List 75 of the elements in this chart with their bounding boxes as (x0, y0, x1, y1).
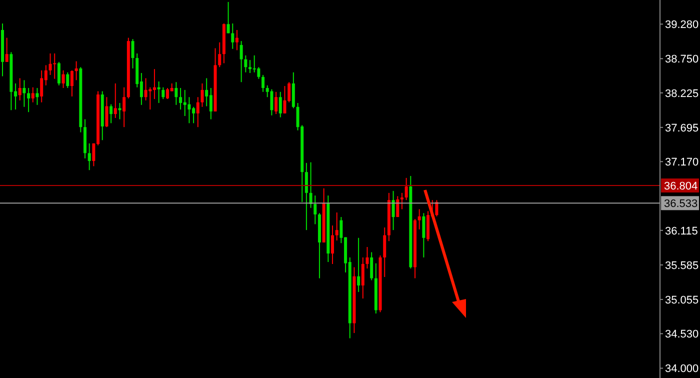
candlestick (188, 96, 191, 124)
y-tick-label: 35.585 (665, 260, 699, 272)
candlestick (400, 192, 404, 210)
y-tick-label: 34.530 (665, 328, 699, 341)
candlestick (274, 91, 278, 115)
candlestick (366, 246, 369, 270)
candlestick (283, 86, 286, 114)
candlestick (183, 89, 186, 117)
candlestick (53, 52, 56, 80)
candlestick (231, 22, 234, 50)
candlestick (361, 256, 364, 299)
candlestick (74, 60, 78, 81)
ref-line-label: 36.533 (664, 198, 698, 210)
y-tick-label: 38.225 (665, 88, 699, 100)
candlestick (27, 87, 30, 113)
candlestick (18, 78, 22, 101)
y-tick-label: 34.000 (665, 363, 699, 376)
candlestick (118, 102, 122, 120)
candlestick (422, 212, 426, 258)
candlestick (122, 86, 126, 128)
candlestick (48, 52, 52, 76)
candlestick (270, 88, 274, 116)
candlestick (196, 96, 200, 128)
candlestick (292, 72, 295, 109)
candlestick (66, 72, 70, 88)
candlestick (392, 190, 395, 231)
candlestick (357, 237, 360, 292)
candlestick (209, 87, 212, 120)
candlestick (404, 177, 408, 201)
candlestick (57, 61, 60, 86)
candlestick (235, 29, 238, 51)
candlestick (226, 1, 230, 34)
candlestick (70, 70, 74, 97)
candlestick (144, 78, 148, 101)
candlestick (314, 195, 317, 225)
candlestick (174, 82, 178, 106)
candlestick (244, 54, 248, 73)
candlestick (257, 66, 260, 80)
candlestick (331, 224, 334, 264)
y-tick-label: 37.170 (665, 156, 699, 169)
candlestick (418, 208, 421, 230)
y-tick-label: 38.750 (665, 54, 699, 66)
candlestick (88, 142, 91, 171)
candlestick (105, 96, 108, 128)
y-tick-label: 39.280 (665, 19, 699, 32)
candlestick (5, 37, 8, 62)
candlestick (396, 196, 400, 218)
candlestick (335, 212, 338, 241)
y-tick-label: 36.115 (665, 225, 698, 238)
candlestick (22, 80, 26, 108)
candlestick (435, 200, 438, 217)
y-tick-label: 37.695 (665, 122, 699, 134)
candlestick (262, 74, 265, 92)
candlestick (131, 38, 134, 69)
candlestick (40, 70, 44, 103)
candlestick (200, 82, 204, 108)
candlestick (114, 82, 117, 118)
candlestick (240, 40, 243, 83)
candlestick (179, 87, 182, 110)
y-tick-label: 35.055 (665, 294, 699, 306)
candlestick (162, 86, 165, 100)
candlestick (157, 80, 160, 104)
candlestick (383, 226, 386, 278)
ref-line-label: 36.804 (664, 180, 698, 192)
candlestick (218, 42, 222, 68)
candlestick (370, 252, 374, 281)
candlestick (152, 68, 156, 100)
candlestick (31, 86, 34, 103)
candlestick (304, 162, 308, 231)
candlestick (62, 70, 65, 88)
candlestick (110, 104, 113, 124)
candlestick (252, 54, 256, 73)
candlestick (278, 91, 282, 118)
candlestick (309, 162, 312, 208)
candlestick (36, 87, 39, 106)
